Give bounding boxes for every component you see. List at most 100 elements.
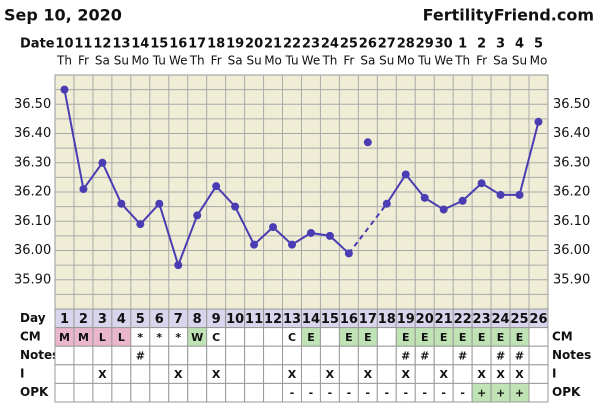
date-label: 24	[321, 37, 339, 52]
cell-text: X	[174, 368, 183, 381]
date-label: 14	[131, 37, 149, 52]
day-number: 6	[155, 312, 164, 327]
date-label: 13	[112, 37, 130, 52]
table-cell	[263, 382, 284, 403]
cell-text: E	[402, 331, 410, 344]
weekday-label: Fr	[476, 54, 487, 68]
cell-text: L	[118, 331, 125, 344]
table-cell	[414, 364, 435, 384]
chart-date: Sep 10, 2020	[4, 6, 122, 25]
row-label: CM	[20, 329, 41, 343]
day-number: 25	[510, 312, 528, 327]
cell-text: X	[496, 368, 505, 381]
cell-text: M	[59, 331, 70, 344]
temp-point	[496, 190, 505, 199]
date-label: 5	[534, 37, 543, 52]
temp-point	[231, 202, 240, 211]
table-cell	[244, 327, 265, 347]
table-cell	[225, 382, 246, 403]
temp-line-bridge	[348, 203, 388, 255]
date-label: 21	[264, 37, 282, 52]
date-label: 1	[458, 37, 467, 52]
date-label: 25	[340, 37, 358, 52]
day-number: 24	[492, 312, 510, 327]
date-label: 30	[435, 37, 453, 52]
temp-point	[420, 193, 429, 202]
temp-point	[193, 211, 202, 220]
cell-text: -	[366, 387, 371, 400]
day-number: 17	[359, 312, 377, 327]
table-cell	[528, 382, 549, 403]
weekday-label: Th	[454, 54, 470, 68]
date-label: 19	[226, 37, 244, 52]
y-tick-label-right: 36.10	[553, 214, 590, 229]
table-cell	[376, 364, 397, 384]
cell-text: -	[290, 387, 295, 400]
site-name: FertilityFriend.com	[423, 6, 594, 25]
cell-text: M	[78, 331, 89, 344]
y-tick-label: 36.50	[14, 97, 51, 112]
cell-text: X	[212, 368, 221, 381]
temp-point	[60, 85, 69, 94]
cell-text: X	[439, 368, 448, 381]
table-cell	[130, 382, 151, 403]
day-number: 20	[416, 312, 434, 327]
cell-text: C	[288, 331, 296, 344]
table-cell	[187, 364, 208, 384]
row-label-right: I	[552, 367, 556, 381]
cell-text: *	[156, 331, 162, 344]
cell-text: X	[402, 368, 411, 381]
table-cell	[168, 345, 189, 366]
table-cell	[225, 345, 246, 366]
cell-text: -	[347, 387, 352, 400]
y-tick-label-right: 36.50	[553, 97, 590, 112]
temp-point	[288, 240, 296, 249]
weekday-label: Th	[321, 54, 337, 68]
temp-point	[98, 158, 107, 167]
temp-point	[515, 190, 524, 199]
table-cell	[319, 345, 340, 366]
date-label: 2	[477, 37, 486, 52]
date-label: 23	[302, 37, 320, 52]
day-number: 23	[473, 312, 491, 327]
temp-point	[212, 182, 221, 191]
weekday-label: We	[302, 54, 321, 68]
weekday-label: Su	[379, 54, 394, 68]
weekday-label: Th	[189, 54, 205, 68]
cell-text: #	[401, 350, 410, 363]
table-cell	[282, 345, 302, 366]
table-cell	[319, 327, 340, 347]
date-label: 28	[397, 37, 415, 52]
cell-text: C	[212, 331, 220, 344]
cell-text: -	[309, 387, 314, 400]
weekday-label: Tu	[284, 54, 298, 68]
table-cell	[187, 382, 208, 403]
temp-point	[136, 220, 145, 229]
weekday-label: Sa	[228, 54, 243, 68]
cell-text: #	[515, 350, 524, 363]
cell-text: *	[175, 331, 181, 344]
date-label: 20	[245, 37, 263, 52]
table-cell	[73, 364, 94, 384]
day-number: 8	[193, 312, 202, 327]
table-cell	[206, 382, 227, 403]
date-label: 16	[169, 37, 187, 52]
y-tick-label: 36.40	[14, 126, 51, 141]
table-cell	[244, 345, 265, 366]
y-tick-label-right: 36.40	[553, 126, 590, 141]
table-cell	[338, 364, 359, 384]
row-label-right: Notes	[552, 348, 591, 362]
table-cell	[206, 345, 227, 366]
table-cell	[376, 345, 397, 366]
cell-text: X	[515, 368, 524, 381]
temp-point	[250, 240, 259, 249]
weekday-label: Sa	[360, 54, 375, 68]
cell-text: #	[136, 350, 145, 363]
date-label: 22	[283, 37, 301, 52]
cell-text: E	[345, 331, 353, 344]
table-cell	[263, 364, 284, 384]
cell-text: W	[191, 331, 203, 344]
temp-point	[363, 138, 372, 147]
table-cell	[244, 364, 265, 384]
